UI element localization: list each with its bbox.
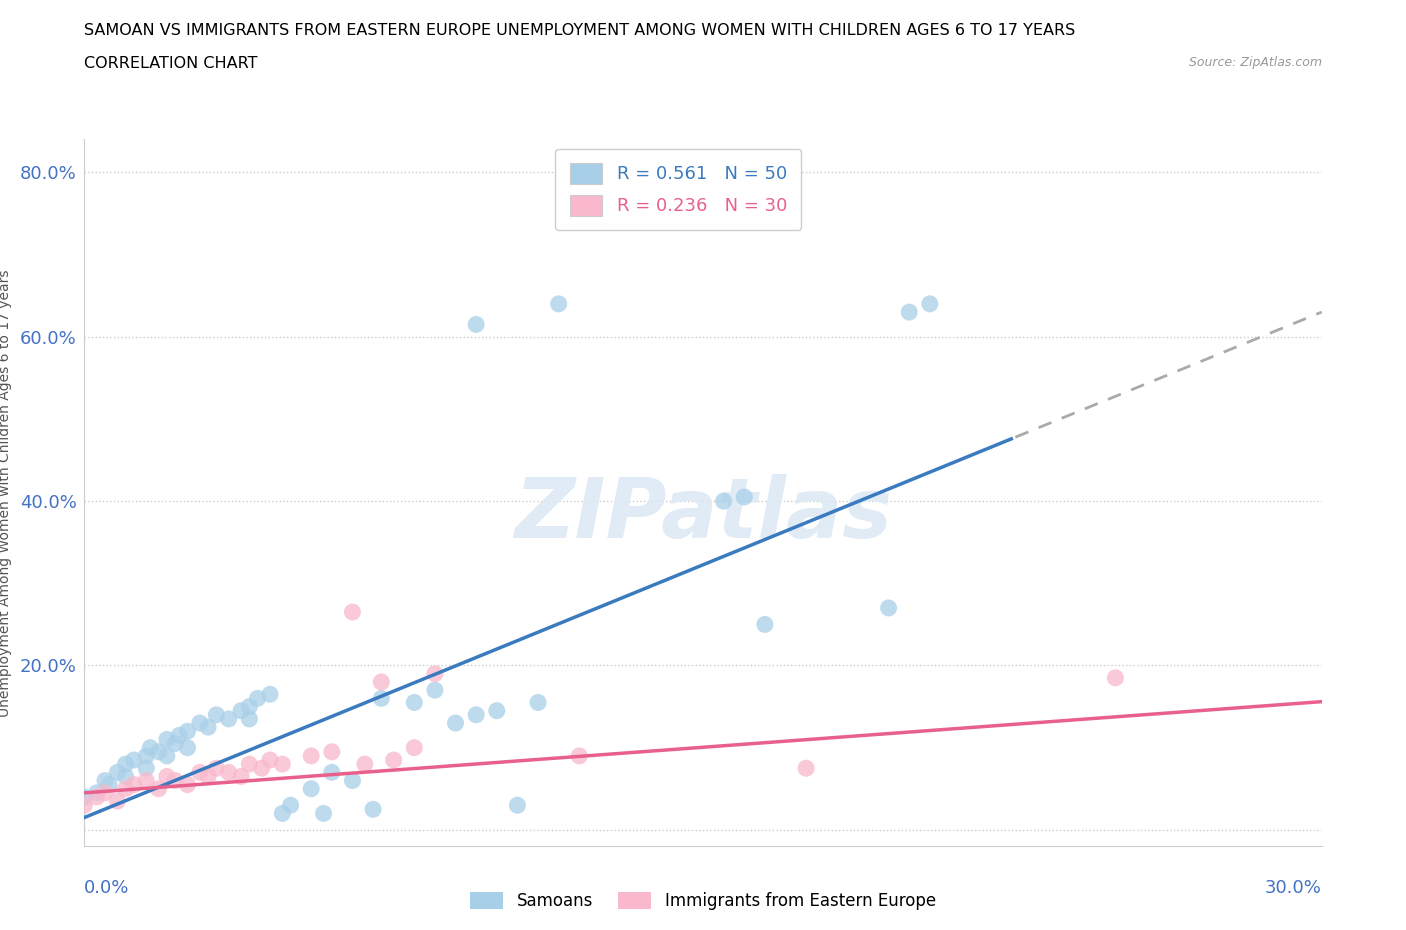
Point <box>568 749 591 764</box>
Point <box>321 744 343 759</box>
Point <box>506 798 529 813</box>
Point <box>299 749 322 764</box>
Point <box>86 786 108 801</box>
Point <box>148 744 170 759</box>
Point <box>156 732 179 747</box>
Point <box>733 489 755 504</box>
Point <box>176 740 198 755</box>
Point <box>122 777 145 792</box>
Point <box>754 617 776 631</box>
Point <box>299 781 322 796</box>
Point <box>139 740 162 755</box>
Point <box>1104 671 1126 685</box>
Point <box>353 757 375 772</box>
Point <box>361 802 384 817</box>
Point <box>342 773 364 788</box>
Point <box>73 798 96 813</box>
Point <box>238 757 260 772</box>
Point <box>238 699 260 714</box>
Point <box>404 695 426 710</box>
Point <box>444 715 467 730</box>
Point <box>167 728 190 743</box>
Text: Source: ZipAtlas.com: Source: ZipAtlas.com <box>1188 56 1322 69</box>
Point <box>114 769 136 784</box>
Point <box>135 761 157 776</box>
Point <box>898 305 921 320</box>
Point <box>271 806 294 821</box>
Point <box>713 494 735 509</box>
Text: 30.0%: 30.0% <box>1265 879 1322 897</box>
Point <box>188 715 211 730</box>
Point <box>271 757 294 772</box>
Point <box>370 691 392 706</box>
Point <box>114 757 136 772</box>
Text: 0.0%: 0.0% <box>84 879 129 897</box>
Text: ZIPatlas: ZIPatlas <box>515 473 891 554</box>
Point <box>465 317 488 332</box>
Point <box>148 781 170 796</box>
Point <box>794 761 817 776</box>
Point <box>280 798 302 813</box>
Point <box>156 749 179 764</box>
Point <box>238 711 260 726</box>
Point <box>135 773 157 788</box>
Point <box>205 761 228 776</box>
Point <box>86 790 108 804</box>
Point <box>218 711 240 726</box>
Point <box>250 761 273 776</box>
Legend: Samoans, Immigrants from Eastern Europe: Samoans, Immigrants from Eastern Europe <box>464 885 942 917</box>
Point <box>527 695 550 710</box>
Point <box>94 786 117 801</box>
Point <box>246 691 269 706</box>
Point <box>485 703 508 718</box>
Point <box>877 601 900 616</box>
Point <box>404 740 426 755</box>
Point <box>105 793 128 808</box>
Point <box>114 781 136 796</box>
Point <box>176 777 198 792</box>
Point <box>165 737 187 751</box>
Point <box>342 604 364 619</box>
Point <box>229 703 252 718</box>
Text: SAMOAN VS IMMIGRANTS FROM EASTERN EUROPE UNEMPLOYMENT AMONG WOMEN WITH CHILDREN : SAMOAN VS IMMIGRANTS FROM EASTERN EUROPE… <box>84 23 1076 38</box>
Point <box>176 724 198 738</box>
Point <box>259 687 281 702</box>
Point <box>918 297 941 312</box>
Point <box>165 773 187 788</box>
Point <box>94 773 117 788</box>
Point <box>205 708 228 723</box>
Point <box>135 749 157 764</box>
Point <box>259 752 281 767</box>
Point <box>321 764 343 779</box>
Point <box>156 769 179 784</box>
Point <box>218 764 240 779</box>
Point <box>98 777 121 792</box>
Point <box>197 769 219 784</box>
Point <box>105 764 128 779</box>
Point <box>73 790 96 804</box>
Point <box>188 764 211 779</box>
Point <box>370 674 392 689</box>
Point <box>423 666 446 681</box>
Point <box>382 752 405 767</box>
Point <box>197 720 219 735</box>
Point <box>423 683 446 698</box>
Text: CORRELATION CHART: CORRELATION CHART <box>84 56 257 71</box>
Point <box>312 806 335 821</box>
Point <box>465 708 488 723</box>
Legend: R = 0.561   N = 50, R = 0.236   N = 30: R = 0.561 N = 50, R = 0.236 N = 30 <box>555 149 801 230</box>
Point <box>547 297 569 312</box>
Point <box>229 769 252 784</box>
Y-axis label: Unemployment Among Women with Children Ages 6 to 17 years: Unemployment Among Women with Children A… <box>0 269 11 717</box>
Point <box>122 752 145 767</box>
